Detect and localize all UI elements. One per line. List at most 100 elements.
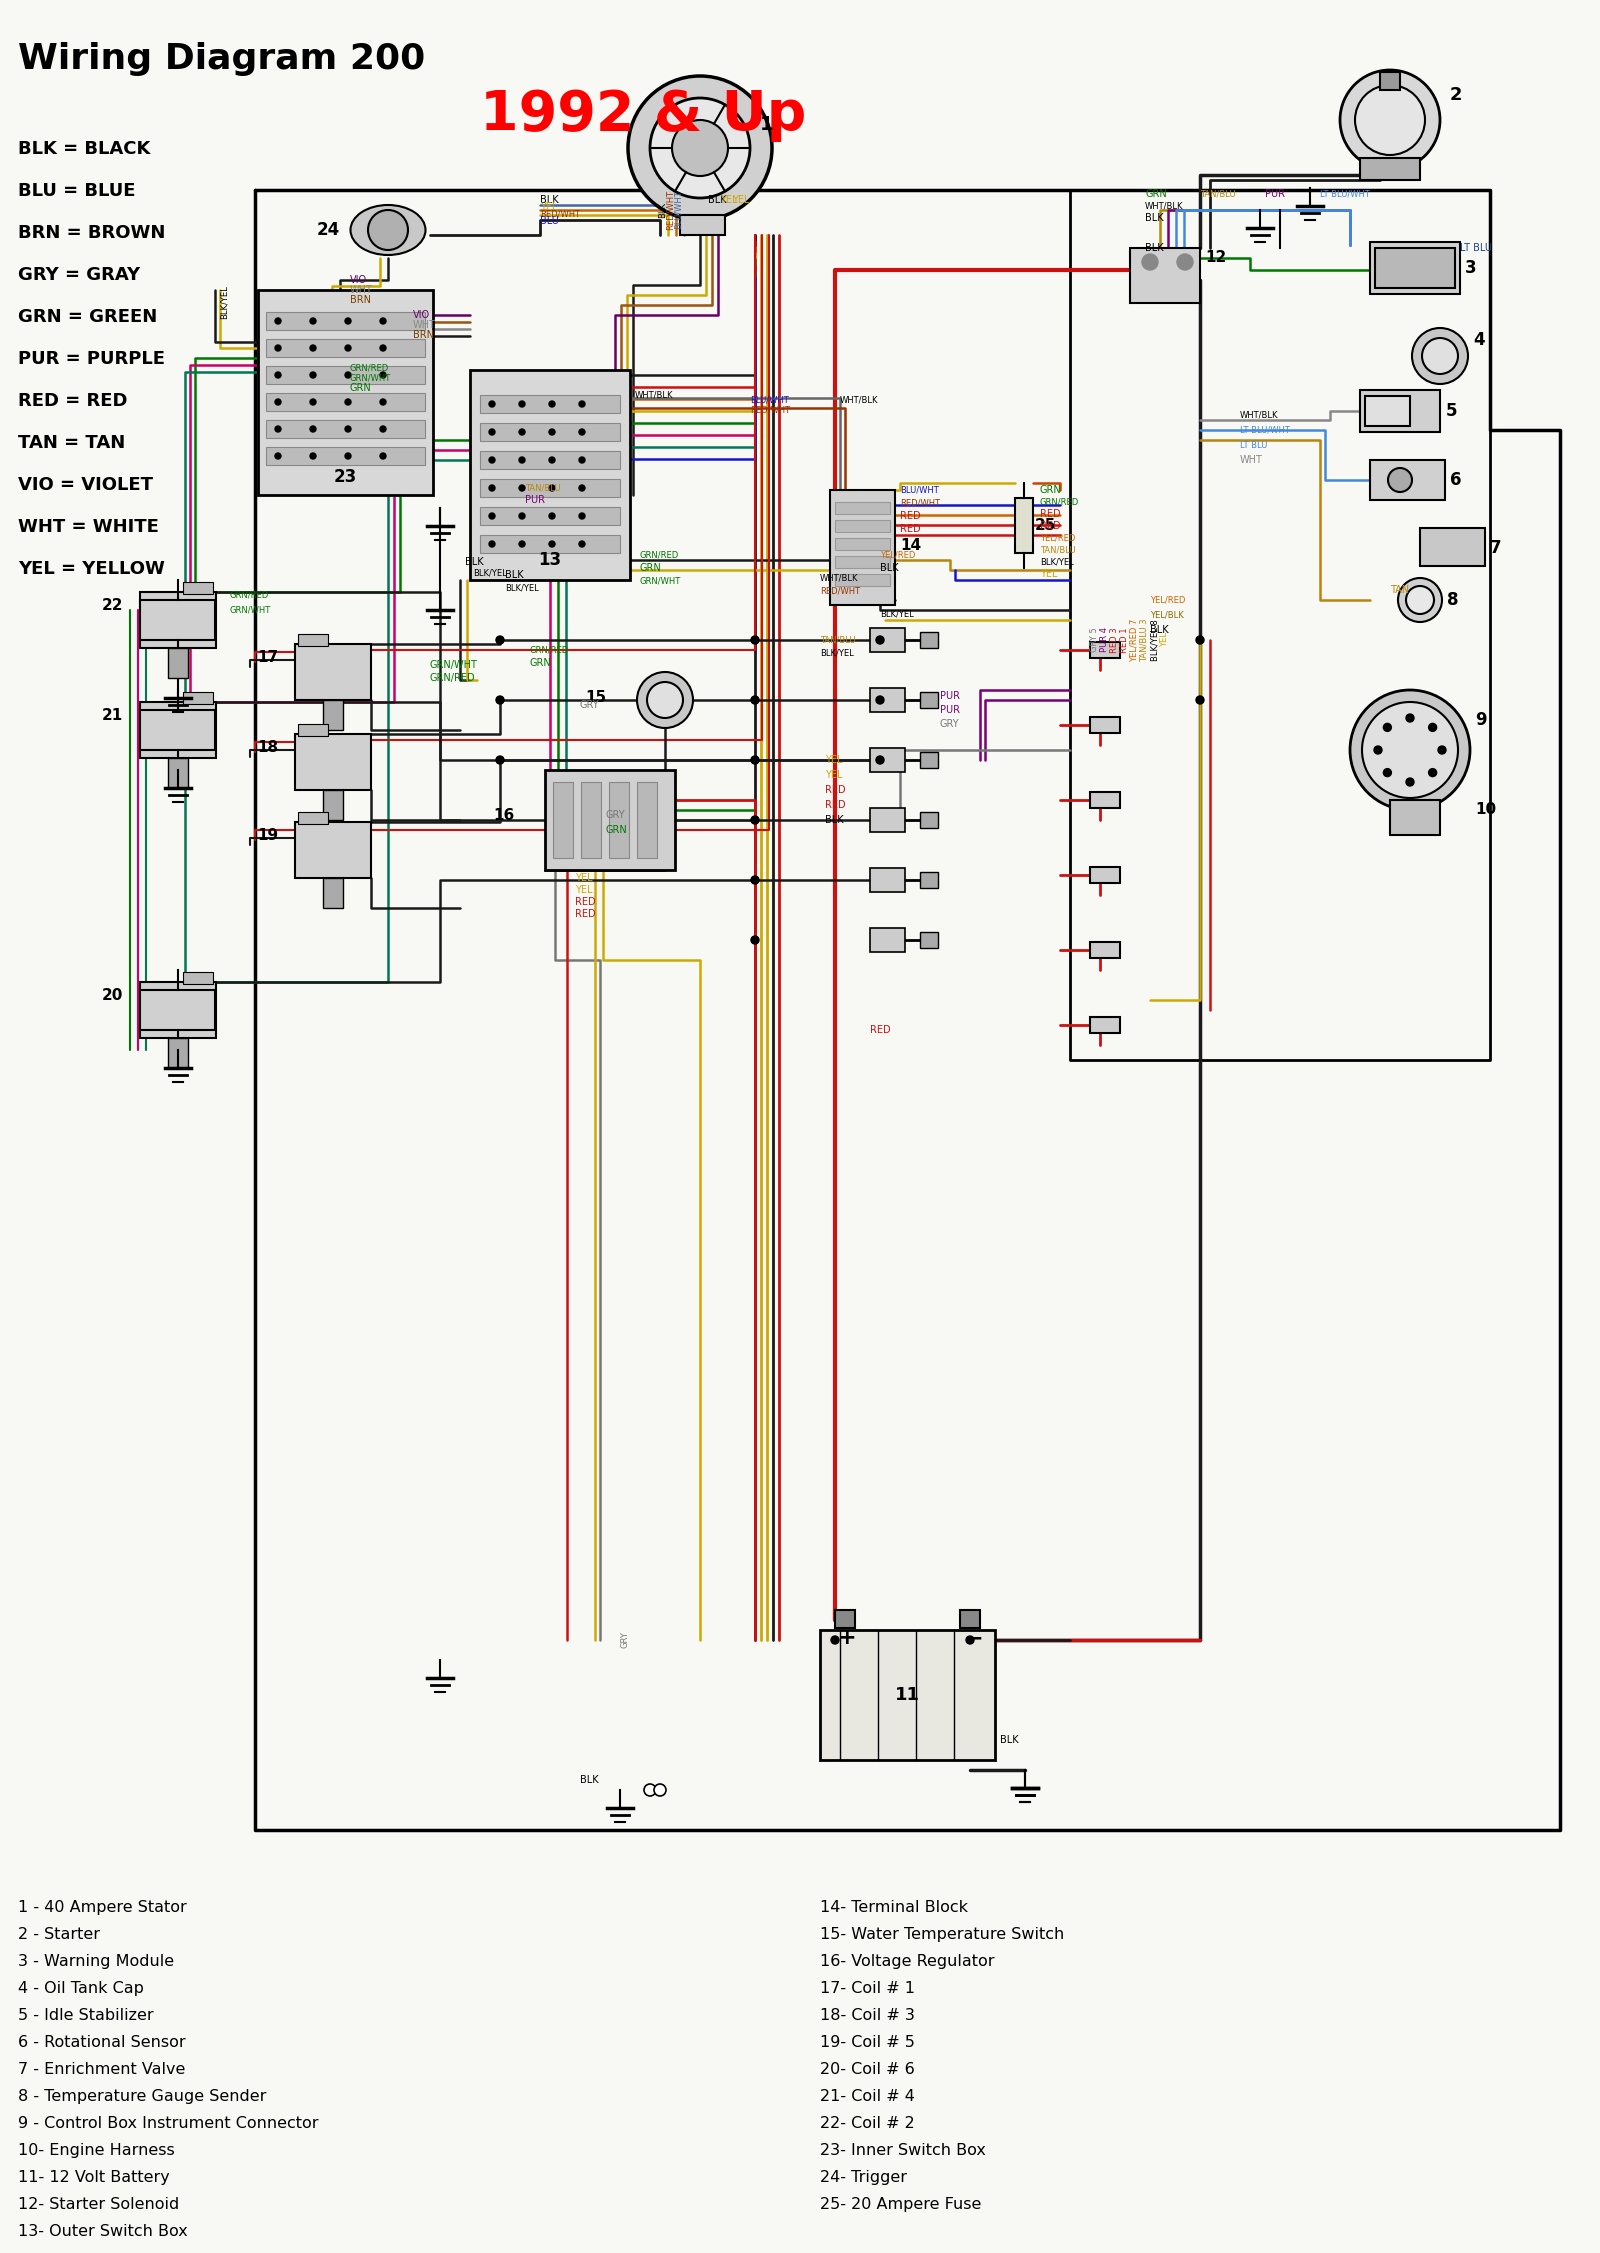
Text: 19- Coil # 5: 19- Coil # 5	[819, 2034, 915, 2050]
Text: GRN/RED: GRN/RED	[230, 590, 269, 599]
Text: GRY = GRAY: GRY = GRAY	[18, 266, 141, 284]
Circle shape	[275, 345, 282, 351]
Circle shape	[579, 457, 586, 464]
Text: 14: 14	[899, 538, 922, 552]
Bar	[182, 692, 213, 703]
Text: GRN/WHT: GRN/WHT	[230, 606, 272, 615]
Text: 15- Water Temperature Switch: 15- Water Temperature Switch	[819, 1926, 1064, 1942]
Circle shape	[830, 1636, 838, 1645]
Circle shape	[490, 541, 494, 547]
Text: GRN: GRN	[605, 825, 627, 836]
Text: 13: 13	[539, 552, 562, 570]
Bar	[1090, 867, 1120, 883]
Circle shape	[496, 696, 504, 703]
Text: RED: RED	[574, 897, 595, 908]
Circle shape	[877, 757, 883, 764]
Circle shape	[310, 399, 317, 406]
Circle shape	[346, 345, 350, 351]
Text: 12: 12	[1205, 250, 1226, 266]
Text: RED: RED	[1040, 509, 1061, 518]
Text: WHT/BLK: WHT/BLK	[1240, 410, 1278, 419]
Text: BLK: BLK	[707, 196, 726, 205]
Text: RED: RED	[826, 800, 846, 811]
Circle shape	[579, 484, 586, 491]
Circle shape	[627, 77, 771, 221]
Text: YEL: YEL	[826, 771, 843, 780]
Circle shape	[1355, 86, 1426, 155]
Bar	[1090, 942, 1120, 958]
Text: VIO: VIO	[350, 275, 366, 284]
Bar	[1365, 397, 1410, 426]
Text: 6 - Rotational Sensor: 6 - Rotational Sensor	[18, 2034, 186, 2050]
Text: GRN/WHT: GRN/WHT	[430, 660, 478, 669]
Bar	[960, 1611, 979, 1629]
Text: 23: 23	[333, 469, 357, 487]
Circle shape	[1389, 469, 1413, 491]
Circle shape	[549, 541, 555, 547]
Circle shape	[579, 401, 586, 408]
Text: 20- Coil # 6: 20- Coil # 6	[819, 2061, 915, 2077]
Circle shape	[654, 1784, 666, 1796]
Text: BLU/WHT: BLU/WHT	[899, 484, 939, 493]
Text: RED: RED	[826, 784, 846, 795]
Circle shape	[966, 1636, 974, 1645]
Bar	[141, 989, 214, 1030]
Text: 3 - Warning Module: 3 - Warning Module	[18, 1953, 174, 1969]
Bar	[266, 446, 426, 464]
Text: BLK/YEL: BLK/YEL	[506, 584, 539, 593]
Bar	[298, 633, 328, 647]
Text: BLK/YEL: BLK/YEL	[221, 286, 229, 320]
Text: GRN/RED: GRN/RED	[640, 550, 680, 559]
Bar	[870, 748, 906, 773]
Bar	[1390, 800, 1440, 836]
Text: BLK: BLK	[880, 563, 899, 572]
Text: 15: 15	[586, 689, 606, 705]
Text: 10: 10	[1475, 802, 1496, 818]
Text: 8 - Temperature Gauge Sender: 8 - Temperature Gauge Sender	[18, 2089, 266, 2104]
Bar	[323, 701, 342, 730]
Bar	[141, 710, 214, 750]
Circle shape	[518, 541, 525, 547]
Circle shape	[549, 401, 555, 408]
Bar	[920, 933, 938, 949]
Text: LT BLU: LT BLU	[1240, 442, 1267, 451]
Bar	[835, 538, 890, 550]
Text: YEL: YEL	[1160, 633, 1170, 647]
Circle shape	[381, 345, 386, 351]
Circle shape	[643, 1784, 656, 1796]
Bar	[182, 581, 213, 595]
Circle shape	[549, 484, 555, 491]
Text: 21: 21	[102, 707, 123, 723]
Text: WHT/BLK: WHT/BLK	[819, 575, 859, 584]
Text: RED: RED	[574, 908, 595, 919]
Text: BLK/YEL 8: BLK/YEL 8	[1150, 620, 1158, 660]
Bar	[182, 971, 213, 985]
Text: 25- 20 Ampere Fuse: 25- 20 Ampere Fuse	[819, 2197, 981, 2212]
Circle shape	[1398, 579, 1442, 622]
Circle shape	[1384, 768, 1392, 777]
Text: BRN: BRN	[350, 295, 371, 304]
Text: GRN/WHT: GRN/WHT	[640, 577, 682, 586]
Text: 22: 22	[101, 597, 123, 613]
Text: 2: 2	[1450, 86, 1462, 104]
Bar	[480, 394, 621, 412]
Bar	[1379, 72, 1400, 90]
Circle shape	[496, 757, 504, 764]
Circle shape	[750, 935, 758, 944]
Circle shape	[381, 453, 386, 460]
Text: LT BLU/WHT: LT BLU/WHT	[1320, 189, 1370, 198]
Text: GRN: GRN	[640, 563, 662, 572]
Bar	[920, 633, 938, 649]
Circle shape	[1422, 338, 1458, 374]
Text: BLK = BLACK: BLK = BLACK	[18, 140, 150, 158]
Bar	[870, 629, 906, 651]
Text: 7: 7	[1490, 538, 1502, 556]
Text: GRN/RED: GRN/RED	[530, 647, 570, 656]
Circle shape	[381, 426, 386, 433]
Bar	[323, 791, 342, 820]
Circle shape	[877, 696, 883, 703]
Text: PUR 4: PUR 4	[1101, 629, 1109, 653]
Text: 7 - Enrichment Valve: 7 - Enrichment Valve	[18, 2061, 186, 2077]
Circle shape	[579, 514, 586, 518]
Text: WHT/BLK: WHT/BLK	[635, 390, 674, 399]
